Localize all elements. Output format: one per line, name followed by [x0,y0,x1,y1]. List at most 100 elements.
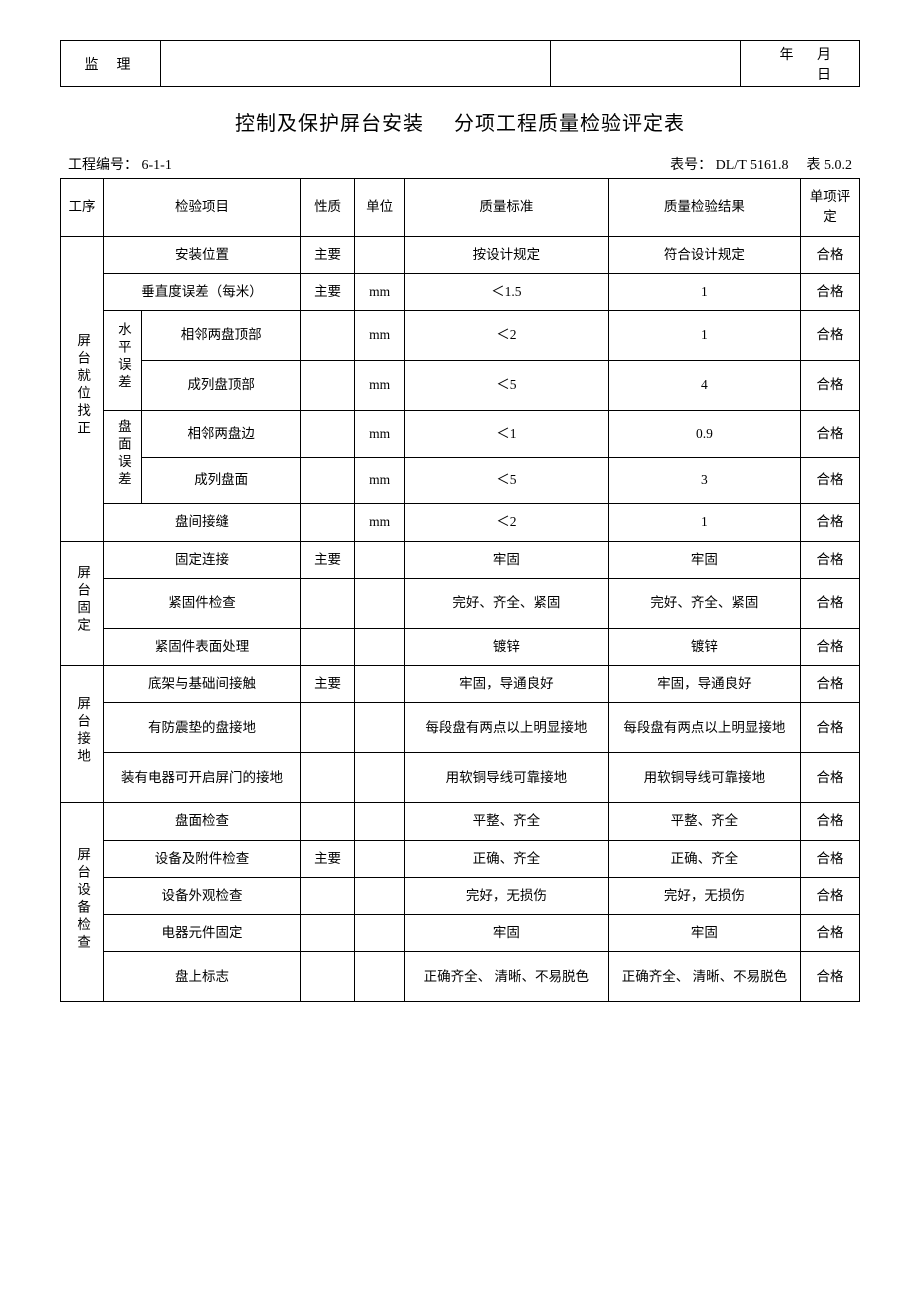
nature-cell [300,311,354,361]
unit-cell: mm [355,311,405,361]
item-cell: 盘面检查 [104,803,301,840]
eval-cell: 合格 [801,952,860,1002]
standard-cell: 正确齐全、 清晰、不易脱色 [405,952,609,1002]
col-item: 检验项目 [104,179,301,237]
result-cell: 4 [608,361,800,411]
nature-cell [300,803,354,840]
standard-cell: 用软铜导线可靠接地 [405,753,609,803]
unit-cell [355,628,405,665]
result-cell: 3 [608,457,800,504]
item-cell: 盘间接缝 [104,504,301,541]
result-cell: 用软铜导线可靠接地 [608,753,800,803]
table-row: 屏台就位找正 安装位置 主要 按设计规定 符合设计规定 合格 [61,236,860,273]
item-cell: 电器元件固定 [104,915,301,952]
eval-cell: 合格 [801,504,860,541]
standard-cell: 牢固 [405,541,609,578]
item-cell: 固定连接 [104,541,301,578]
proj-no-value: 6-1-1 [142,158,172,173]
eval-cell: 合格 [801,578,860,628]
unit-cell [355,952,405,1002]
result-cell: 正确、齐全 [608,840,800,877]
nature-cell [300,753,354,803]
nature-cell [300,504,354,541]
nature-cell [300,578,354,628]
table-row: 成列盘顶部 mm ＜5 4 合格 [61,361,860,411]
table-row: 装有电器可开启屏门的接地 用软铜导线可靠接地 用软铜导线可靠接地 合格 [61,753,860,803]
col-result: 质量检验结果 [608,179,800,237]
table-row: 紧固件检查 完好、齐全、紧固 完好、齐全、紧固 合格 [61,578,860,628]
col-nature: 性质 [300,179,354,237]
eval-cell: 合格 [801,236,860,273]
eval-cell: 合格 [801,361,860,411]
unit-cell: mm [355,504,405,541]
eval-cell: 合格 [801,541,860,578]
nature-cell [300,411,354,458]
title-right: 分项工程质量检验评定表 [454,113,685,135]
item-cell: 成列盘面 [142,457,300,504]
page-title: 控制及保护屏台安装分项工程质量检验评定表 [60,107,860,136]
supervisor-label: 监理 [61,41,161,87]
col-unit: 单位 [355,179,405,237]
date-label: 年 月 日 [741,41,860,87]
result-cell: 平整、齐全 [608,803,800,840]
eval-cell: 合格 [801,703,860,753]
eval-cell: 合格 [801,457,860,504]
unit-cell [355,877,405,914]
item-cell: 有防震垫的盘接地 [104,703,301,753]
unit-cell: mm [355,411,405,458]
eval-cell: 合格 [801,915,860,952]
result-cell: 牢固 [608,915,800,952]
supervisor-blank [161,41,551,87]
item-cell: 紧固件检查 [104,578,301,628]
result-cell: 符合设计规定 [608,236,800,273]
table-row: 垂直度误差（每米） 主要 mm ＜1.5 1 合格 [61,273,860,310]
eval-cell: 合格 [801,803,860,840]
eval-cell: 合格 [801,840,860,877]
unit-cell [355,541,405,578]
item-cell: 装有电器可开启屏门的接地 [104,753,301,803]
item-cell: 底架与基础间接触 [104,666,301,703]
item-cell: 相邻两盘顶部 [142,311,300,361]
table-row: 屏台接地 底架与基础间接触 主要 牢固，导通良好 牢固，导通良好 合格 [61,666,860,703]
table-row: 盘面误差 相邻两盘边 mm ＜1 0.9 合格 [61,411,860,458]
proj-no-label: 工程编号： [68,158,138,173]
unit-cell [355,803,405,840]
standard-cell: 镀锌 [405,628,609,665]
unit-cell [355,753,405,803]
result-cell: 1 [608,311,800,361]
group-name: 屏台设备检查 [72,847,92,952]
table-sub-value: 表 5.0.2 [807,158,853,173]
inspection-table: 工序 检验项目 性质 单位 质量标准 质量检验结果 单项评定 屏台就位找正 安装… [60,178,860,1002]
nature-cell [300,703,354,753]
table-no-label: 表号： [670,158,712,173]
table-row: 设备外观检查 完好，无损伤 完好，无损伤 合格 [61,877,860,914]
table-row: 有防震垫的盘接地 每段盘有两点以上明显接地 每段盘有两点以上明显接地 合格 [61,703,860,753]
item-cell: 盘上标志 [104,952,301,1002]
nature-cell: 主要 [300,273,354,310]
eval-cell: 合格 [801,753,860,803]
nature-cell [300,628,354,665]
standard-cell: ＜2 [405,504,609,541]
table-header-row: 工序 检验项目 性质 单位 质量标准 质量检验结果 单项评定 [61,179,860,237]
standard-cell: 正确、齐全 [405,840,609,877]
eval-cell: 合格 [801,666,860,703]
group-name: 屏台就位找正 [72,333,92,438]
subgroup-name: 水平误差 [113,322,133,392]
nature-cell [300,915,354,952]
unit-cell [355,840,405,877]
result-cell: 1 [608,504,800,541]
table-row: 设备及附件检查 主要 正确、齐全 正确、齐全 合格 [61,840,860,877]
result-cell: 每段盘有两点以上明显接地 [608,703,800,753]
standard-cell: ＜1 [405,411,609,458]
result-cell: 正确齐全、 清晰、不易脱色 [608,952,800,1002]
nature-cell: 主要 [300,236,354,273]
unit-cell: mm [355,273,405,310]
subgroup-name: 盘面误差 [113,419,133,489]
table-row: 水平误差 相邻两盘顶部 mm ＜2 1 合格 [61,311,860,361]
standard-cell: 完好、齐全、紧固 [405,578,609,628]
standard-cell: 平整、齐全 [405,803,609,840]
standard-cell: 每段盘有两点以上明显接地 [405,703,609,753]
eval-cell: 合格 [801,411,860,458]
nature-cell [300,457,354,504]
standard-cell: 牢固 [405,915,609,952]
